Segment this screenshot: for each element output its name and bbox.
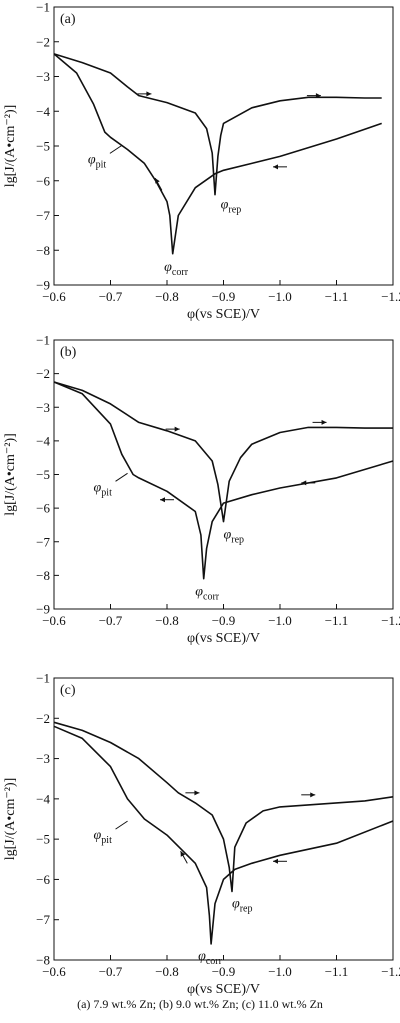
y-tick-label: −4 (36, 104, 50, 119)
annotation-phi-pit: φpit (94, 828, 113, 846)
y-tick-label: −3 (36, 69, 50, 84)
arrow-head (273, 164, 278, 170)
arrow-head (301, 480, 307, 486)
y-tick-label: −4 (36, 433, 50, 448)
x-tick-label: −1.2 (381, 613, 400, 628)
panel-label: (b) (60, 345, 77, 360)
y-axis-label: lg[J/(A•cm⁻²)] (3, 778, 18, 861)
x-tick-label: −1.2 (381, 964, 400, 979)
x-axis-label: φ(vs SCE)/V (187, 631, 260, 646)
y-tick-label: −5 (36, 832, 50, 847)
x-tick-label: −0.6 (42, 289, 66, 304)
arrow-head (315, 93, 321, 99)
y-tick-label: −3 (36, 400, 50, 415)
x-tick-label: −0.8 (155, 289, 179, 304)
y-tick-label: −9 (36, 602, 50, 617)
annotation-phi-pit: φpit (88, 152, 107, 170)
y-tick-label: −6 (36, 501, 50, 516)
x-tick-label: −0.7 (99, 613, 123, 628)
annotation-phi-rep: φrep (221, 198, 242, 216)
x-tick-label: −0.6 (42, 613, 66, 628)
x-tick-label: −1.2 (381, 289, 400, 304)
x-tick-label: −1.1 (325, 289, 349, 304)
arrow-head (273, 858, 278, 864)
x-axis-label: φ(vs SCE)/V (187, 307, 260, 322)
y-tick-label: −6 (36, 173, 50, 188)
x-tick-label: −0.8 (155, 613, 179, 628)
annotation-phi-pit: φpit (94, 480, 113, 498)
annotation-phi-corr: φcorr (198, 949, 223, 967)
x-tick-label: −1.0 (268, 613, 292, 628)
x-tick-label: −1.0 (268, 289, 292, 304)
x-tick-label: −0.9 (212, 289, 236, 304)
y-tick-label: −1 (36, 671, 50, 686)
arrow-head (146, 91, 152, 97)
forward-scan-curve (53, 721, 394, 893)
arrow-head (321, 419, 327, 425)
arrow-head (174, 426, 180, 432)
y-tick-label: −2 (36, 711, 50, 726)
forward-scan-curve (53, 53, 382, 196)
y-tick-label: −2 (36, 366, 50, 381)
arrow-head (310, 792, 316, 798)
x-tick-label: −1.1 (325, 613, 349, 628)
y-tick-label: −7 (36, 208, 50, 223)
y-tick-label: −5 (36, 467, 50, 482)
annotation-phi-rep: φrep (224, 527, 245, 545)
panel-label: (a) (60, 12, 76, 27)
reverse-scan-curve (53, 53, 382, 255)
arrow-head (160, 497, 165, 503)
y-axis-label: lg[J/(A•cm⁻²)] (3, 105, 18, 188)
y-tick-label: −4 (36, 791, 50, 806)
plot-frame (53, 339, 394, 610)
annotation-phi-corr: φcorr (164, 260, 189, 278)
arrow-head (155, 178, 160, 184)
annotation-phi-rep: φrep (232, 897, 253, 915)
y-tick-label: −2 (36, 34, 50, 49)
y-tick-label: −6 (36, 872, 50, 887)
y-axis-label: lg[J/(A•cm⁻²)] (3, 433, 18, 516)
y-tick-label: −8 (36, 568, 50, 583)
y-tick-label: −8 (36, 243, 50, 258)
arrow-head (180, 851, 186, 857)
annotation-phi-corr: φcorr (195, 585, 220, 603)
x-axis-label: φ(vs SCE)/V (187, 982, 260, 997)
y-tick-label: −1 (36, 0, 50, 15)
panel-a: −0.6 −0.7 −0.8 −0.9 −1.0 −1.1 −1.2 −9 −8 −7 −6 −5 −4… (3, 0, 400, 322)
pit-leader-line (109, 144, 123, 154)
y-tick-label: −7 (36, 534, 50, 549)
y-tick-label: −1 (36, 333, 50, 348)
pit-leader-line (115, 472, 128, 482)
pit-leader-line (115, 820, 128, 830)
plot-frame (53, 6, 394, 286)
plot-frame (53, 677, 394, 961)
y-tick-label: −7 (36, 912, 50, 927)
panel-b: −0.6 −0.7 −0.8 −0.9 −1.0 −1.1 −1.2 −9 −8 −7 −6 −5 −4… (3, 333, 400, 647)
arrow-head (194, 790, 200, 796)
panel-label: (c) (60, 683, 76, 698)
x-tick-label: −1.1 (325, 964, 349, 979)
x-tick-label: −0.8 (155, 964, 179, 979)
y-tick-label: −5 (36, 139, 50, 154)
x-tick-label: −1.0 (268, 964, 292, 979)
figure-caption: (a) 7.9 wt.% Zn; (b) 9.0 wt.% Zn; (c) 11… (77, 997, 323, 1011)
y-tick-label: −3 (36, 751, 50, 766)
x-tick-label: −0.6 (42, 964, 66, 979)
x-tick-label: −0.7 (99, 289, 123, 304)
y-tick-label: −8 (36, 953, 50, 968)
x-tick-label: −0.9 (212, 964, 236, 979)
forward-scan-curve (53, 381, 393, 523)
y-tick-label: −9 (36, 278, 50, 293)
x-tick-label: −0.9 (212, 613, 236, 628)
x-tick-label: −0.7 (99, 964, 123, 979)
reverse-scan-curve (53, 725, 394, 945)
panel-c: −0.6 −0.7 −0.8 −0.9 −1.0 −1.1 −1.2 −8 −7 −6 −5 −4 −3… (3, 671, 400, 998)
reverse-scan-curve (53, 381, 394, 580)
